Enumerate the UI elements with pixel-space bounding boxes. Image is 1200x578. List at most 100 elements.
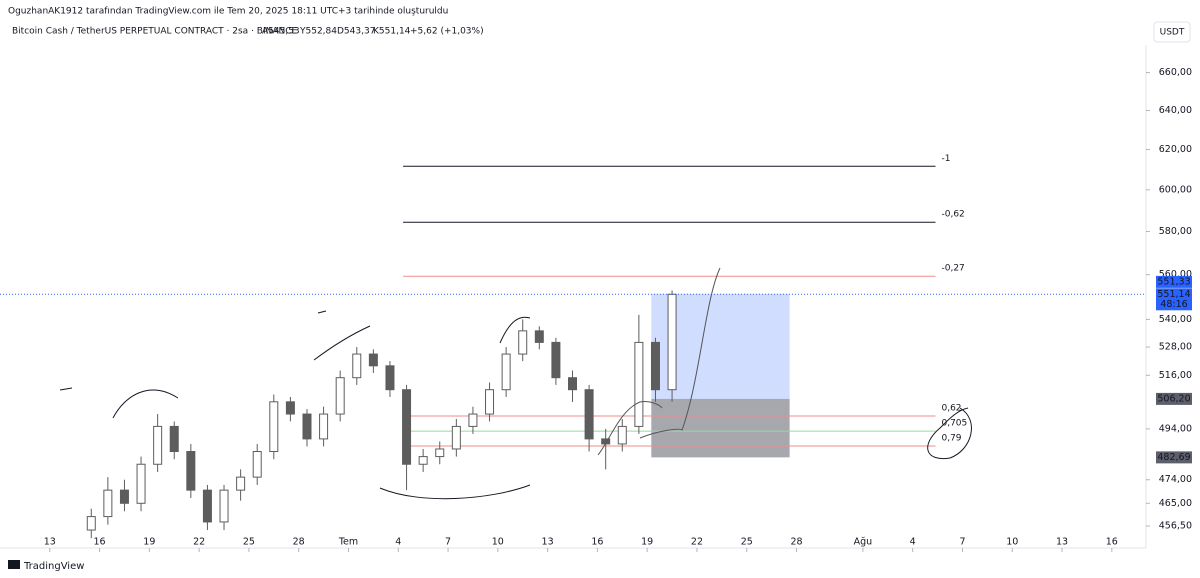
x-tick-label: 4	[910, 537, 916, 548]
candle-body	[385, 365, 395, 391]
candle-body	[319, 413, 329, 440]
x-tick-label: 16	[1106, 537, 1118, 548]
symbol: Bitcoin Cash / TetherUS PERPETUAL CONTRA…	[12, 27, 298, 37]
y-tick-label: 660,00	[1159, 67, 1192, 78]
candle-body	[368, 353, 378, 367]
candle-body	[667, 293, 677, 391]
loss-zone	[651, 398, 790, 458]
price-tag-label: 482,69	[1157, 452, 1190, 463]
drawings	[59, 267, 972, 500]
y-tick-label: 465,00	[1159, 498, 1192, 509]
freehand	[379, 484, 531, 500]
fib-label: 0,62	[941, 404, 961, 414]
x-tick-label: 19	[641, 537, 653, 548]
x-tick-label: 22	[193, 537, 205, 548]
freehand	[317, 310, 327, 314]
freehand	[927, 407, 972, 460]
candle-body	[568, 377, 577, 391]
x-tick-label: 19	[143, 537, 155, 548]
candle-body	[169, 425, 179, 453]
x-tick-label: 10	[492, 537, 504, 548]
price-axis: 660,00 640,00 620,00 600,00 580,00 560,00 540,…	[44, 67, 1192, 552]
y-tick-label: 560,00	[1159, 269, 1192, 280]
brand-logo	[8, 560, 20, 569]
candle-body	[584, 389, 594, 440]
freehand	[313, 325, 371, 361]
y-tick-label: 540,00	[1159, 314, 1192, 325]
price-tag-label: 551,14	[1157, 289, 1190, 300]
candle-body	[186, 451, 196, 491]
price-tag	[1156, 451, 1192, 464]
y-tick-label: 640,00	[1159, 105, 1192, 116]
candle-body	[136, 463, 146, 504]
candle-body	[103, 489, 113, 518]
x-tick-label: Ağu	[854, 537, 873, 548]
candle-body	[518, 330, 528, 355]
plot: -1 -0,62 -0,27 0,62 0,705 0,79	[0, 154, 1145, 539]
candle-body	[402, 389, 412, 465]
currency-button[interactable]	[1153, 21, 1191, 43]
x-tick-label: 13	[1056, 537, 1068, 548]
close: K551,14	[373, 27, 411, 37]
y-tick-label: 474,00	[1159, 474, 1192, 485]
attribution: OguzhanAK1912 tarafından TradingView.com…	[8, 7, 448, 17]
open: A545,53	[262, 27, 300, 37]
candle-body	[551, 341, 561, 379]
candle-body	[352, 353, 362, 379]
candle-body	[302, 413, 312, 440]
candle-body	[219, 489, 229, 523]
x-tick-label: 25	[243, 537, 255, 548]
fib-label: -1	[941, 154, 950, 164]
price-tag-label: 506,20	[1157, 393, 1190, 404]
candle-body	[418, 456, 428, 465]
x-tick-label: 16	[591, 537, 603, 548]
candle-body	[285, 401, 295, 415]
candle-body	[252, 451, 262, 478]
x-tick-label: 28	[790, 537, 802, 548]
fib-label: -0,27	[941, 264, 964, 274]
x-tick-label: 4	[395, 537, 401, 548]
x-tick-label: 13	[542, 537, 554, 548]
candle-body	[501, 353, 511, 391]
x-tick-label: 10	[1006, 537, 1018, 548]
y-tick-label: 456,50	[1159, 520, 1192, 531]
freehand	[597, 401, 663, 456]
candle-body	[451, 425, 461, 450]
x-tick-label: 13	[44, 537, 56, 548]
candle-body	[485, 389, 495, 415]
x-tick-label: 7	[959, 537, 965, 548]
x-tick-label: 25	[741, 537, 753, 548]
freehand	[639, 267, 721, 439]
x-tick-label: 16	[94, 537, 106, 548]
currency-label[interactable]: USDT	[1160, 28, 1185, 38]
x-tick-label: Tem	[338, 537, 358, 548]
y-tick-label: 516,00	[1159, 370, 1192, 381]
fib-label: 0,79	[941, 433, 961, 443]
y-tick-label: 620,00	[1159, 144, 1192, 155]
legend: Bitcoin Cash / TetherUS PERPETUAL CONTRA…	[12, 27, 484, 37]
x-tick-label: 7	[445, 537, 451, 548]
freehand	[112, 389, 179, 419]
brand-name: TradingView	[23, 561, 84, 572]
y-tick-label: 600,00	[1159, 184, 1192, 195]
candle-body	[468, 413, 478, 427]
price-tag-label: 551,33	[1157, 276, 1190, 287]
candle-body	[335, 377, 345, 415]
candle-body	[650, 341, 660, 391]
freehand	[499, 316, 531, 344]
countdown: 48:16	[1160, 299, 1187, 310]
y-tick-label: 494,00	[1159, 423, 1192, 434]
freehand	[59, 387, 73, 391]
candle-body	[617, 425, 627, 445]
price-tag	[1156, 275, 1192, 288]
candle-body	[634, 341, 644, 427]
candle-body	[153, 425, 163, 465]
candle-body	[435, 448, 445, 458]
x-tick-label: 22	[691, 537, 703, 548]
low: D543,37	[337, 27, 375, 37]
candle-body	[202, 489, 212, 523]
candle-body	[269, 401, 279, 453]
